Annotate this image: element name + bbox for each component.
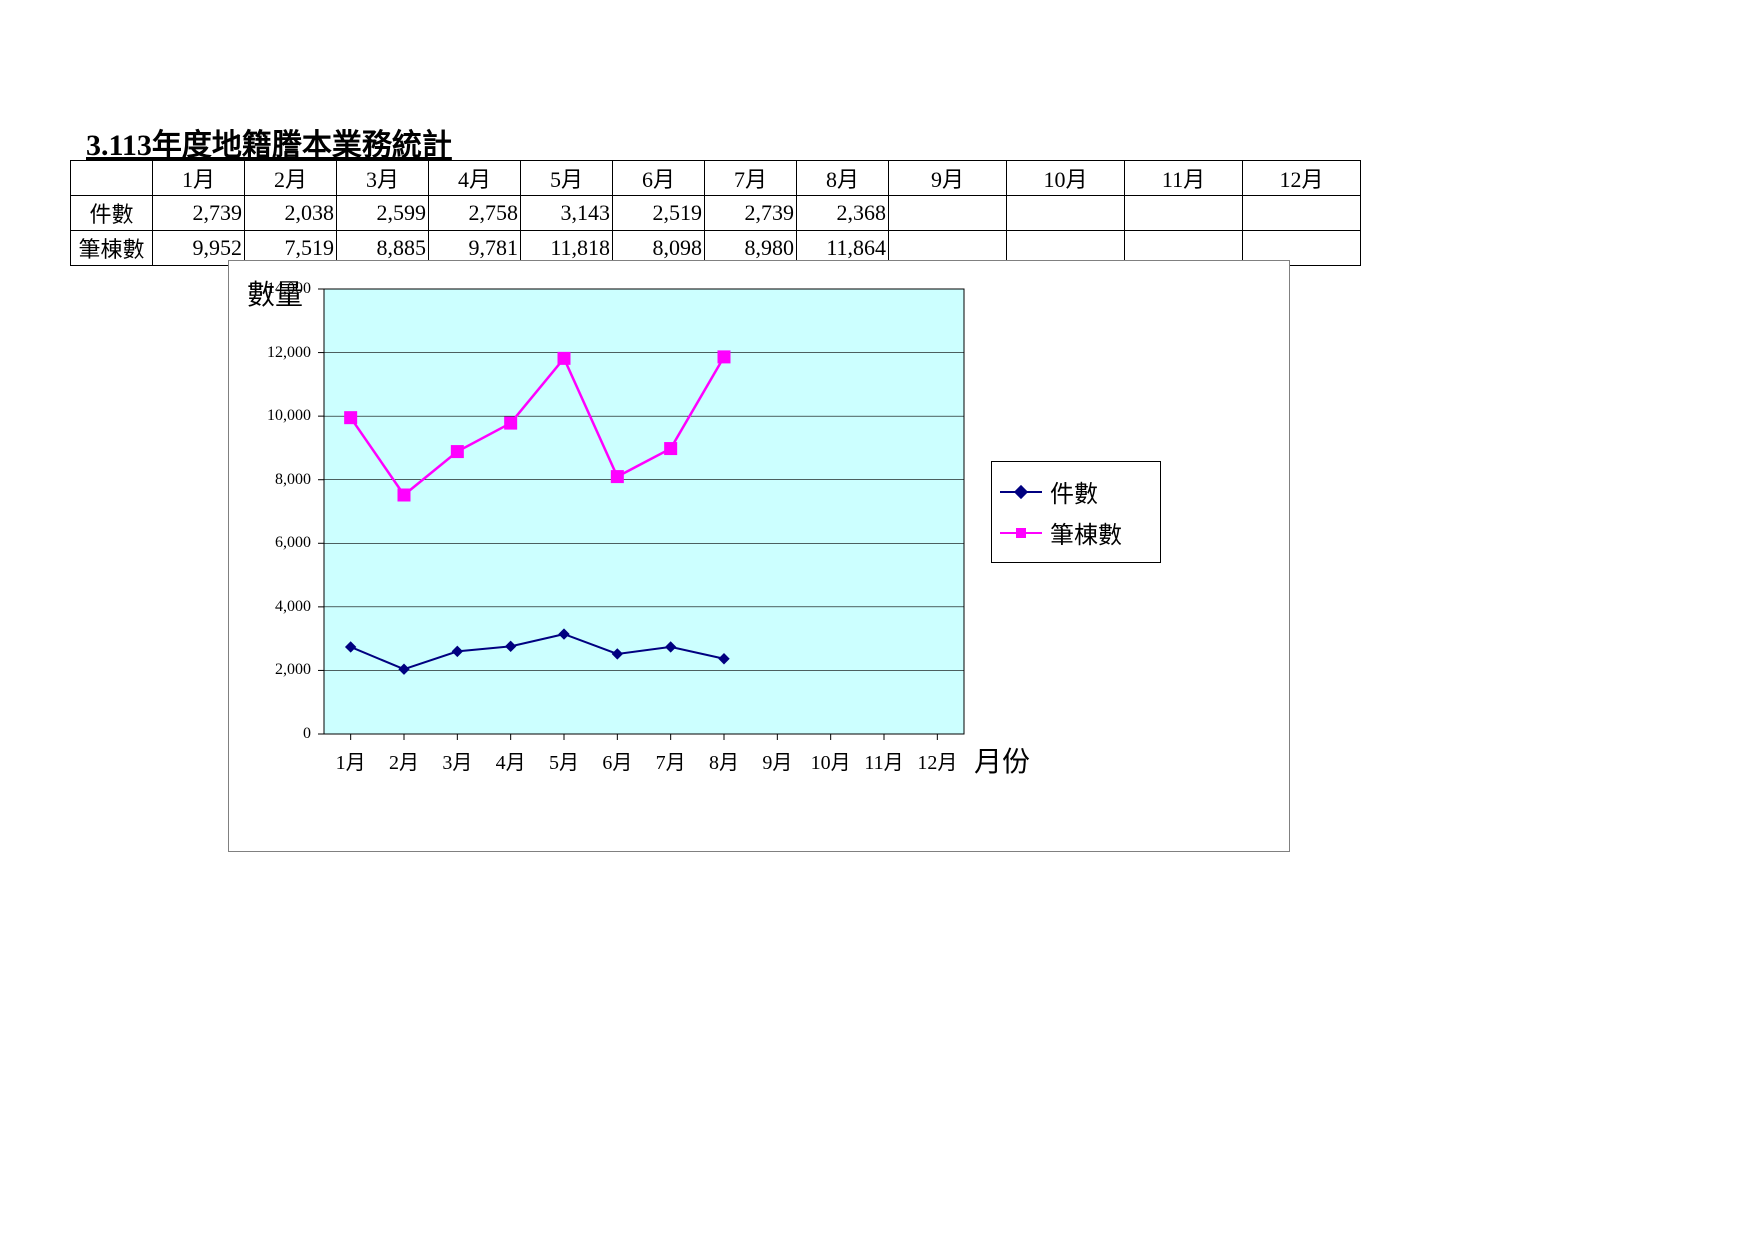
table-col-header: 2月 [245, 161, 337, 196]
table-col-header: 8月 [797, 161, 889, 196]
legend-item: 筆棟數 [1000, 515, 1150, 550]
table-col-header: 1月 [153, 161, 245, 196]
table-col-header: 5月 [521, 161, 613, 196]
data-table: 1月2月3月4月5月6月7月8月9月10月11月12月 件數2,7392,038… [70, 160, 1361, 266]
y-tick-label: 14,000 [241, 280, 311, 298]
table-col-header: 6月 [613, 161, 705, 196]
x-tick-label: 9月 [752, 746, 802, 775]
table-cell [1007, 196, 1125, 231]
chart-container: 數量 件數筆棟數 月份 02,0004,0006,0008,00010,0001… [228, 260, 1290, 852]
page-title: 3.113年度地籍謄本業務統計 [86, 120, 452, 164]
legend-label: 筆棟數 [1050, 515, 1122, 550]
table-cell: 2,038 [245, 196, 337, 231]
y-tick-label: 6,000 [241, 534, 311, 552]
x-tick-label: 10月 [806, 746, 856, 775]
x-axis-title: 月份 [974, 740, 1030, 780]
x-tick-label: 8月 [699, 746, 749, 775]
page: 3.113年度地籍謄本業務統計 1月2月3月4月5月6月7月8月9月10月11月… [0, 0, 1754, 1240]
table-col-header: 4月 [429, 161, 521, 196]
table-cell [1243, 196, 1361, 231]
table-col-header: 3月 [337, 161, 429, 196]
legend-item: 件數 [1000, 474, 1150, 509]
table-cell: 2,739 [153, 196, 245, 231]
row-label: 筆棟數 [71, 231, 153, 266]
table-row: 件數2,7392,0382,5992,7583,1432,5192,7392,3… [71, 196, 1361, 231]
y-tick-label: 0 [241, 725, 311, 743]
legend-label: 件數 [1050, 474, 1098, 509]
x-tick-label: 6月 [592, 746, 642, 775]
chart-legend: 件數筆棟數 [991, 461, 1161, 563]
x-tick-label: 2月 [379, 746, 429, 775]
row-label: 件數 [71, 196, 153, 231]
y-tick-label: 12,000 [241, 344, 311, 362]
y-tick-label: 4,000 [241, 598, 311, 616]
table-col-header: 10月 [1007, 161, 1125, 196]
table-cell [1125, 196, 1243, 231]
y-tick-label: 10,000 [241, 407, 311, 425]
table-col-header: 12月 [1243, 161, 1361, 196]
legend-swatch [1000, 480, 1042, 504]
table-cell: 3,143 [521, 196, 613, 231]
table-cell: 2,739 [705, 196, 797, 231]
x-tick-label: 1月 [326, 746, 376, 775]
x-tick-label: 12月 [912, 746, 962, 775]
y-tick-label: 8,000 [241, 471, 311, 489]
legend-swatch [1000, 521, 1042, 545]
x-tick-label: 7月 [646, 746, 696, 775]
x-tick-label: 4月 [486, 746, 536, 775]
x-tick-label: 3月 [432, 746, 482, 775]
table-col-header: 11月 [1125, 161, 1243, 196]
table-cell: 2,599 [337, 196, 429, 231]
x-tick-label: 5月 [539, 746, 589, 775]
table-corner-cell [71, 161, 153, 196]
table-col-header: 7月 [705, 161, 797, 196]
x-tick-label: 11月 [859, 746, 909, 775]
table-cell: 2,758 [429, 196, 521, 231]
table-cell: 2,368 [797, 196, 889, 231]
table-cell: 2,519 [613, 196, 705, 231]
y-tick-label: 2,000 [241, 661, 311, 679]
table-col-header: 9月 [889, 161, 1007, 196]
table-cell [889, 196, 1007, 231]
table-header-row: 1月2月3月4月5月6月7月8月9月10月11月12月 [71, 161, 1361, 196]
